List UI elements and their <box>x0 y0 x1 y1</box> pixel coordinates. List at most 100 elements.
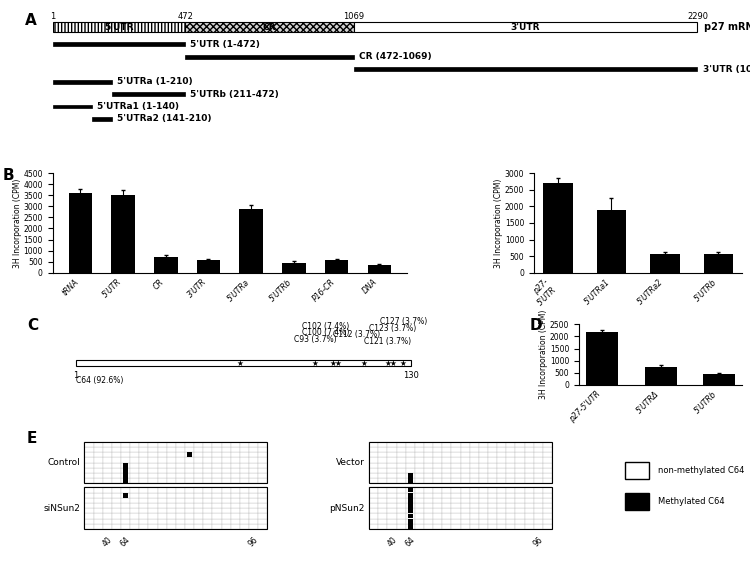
Text: siNSun2: siNSun2 <box>43 504 80 513</box>
Bar <box>158 508 166 513</box>
Bar <box>478 487 488 492</box>
Bar <box>433 468 442 473</box>
Bar <box>53 42 185 46</box>
Bar <box>194 468 203 473</box>
Bar <box>506 503 515 508</box>
Bar <box>524 462 534 468</box>
Bar <box>415 457 424 462</box>
Bar <box>524 503 534 508</box>
Bar <box>148 457 158 462</box>
Bar <box>397 442 406 447</box>
Bar <box>452 508 460 513</box>
Bar <box>497 498 506 503</box>
Bar <box>130 518 140 524</box>
Bar <box>203 487 212 492</box>
Text: 472: 472 <box>178 12 194 21</box>
Bar <box>231 473 240 478</box>
Bar <box>112 524 121 529</box>
Bar <box>378 492 388 498</box>
Bar <box>103 452 112 457</box>
Bar <box>488 473 497 478</box>
Text: C93 (3.7%): C93 (3.7%) <box>294 335 336 344</box>
Bar <box>148 478 158 483</box>
Bar <box>158 447 166 452</box>
Bar <box>515 442 524 447</box>
Bar <box>148 447 158 452</box>
Bar <box>258 478 267 483</box>
Bar <box>103 442 112 447</box>
Bar <box>85 487 94 492</box>
Bar <box>460 468 470 473</box>
Bar <box>68 193 92 272</box>
Bar <box>148 473 158 478</box>
Bar <box>524 498 534 503</box>
Bar <box>397 457 406 462</box>
Text: CR: CR <box>262 23 276 32</box>
Bar <box>470 513 478 518</box>
Bar <box>212 462 221 468</box>
Bar <box>397 524 406 529</box>
Bar <box>415 503 424 508</box>
Bar <box>488 513 497 518</box>
Bar <box>203 492 212 498</box>
Bar <box>282 263 305 272</box>
Bar <box>103 518 112 524</box>
Bar <box>433 513 442 518</box>
Bar <box>497 468 506 473</box>
Bar <box>388 473 397 478</box>
Bar <box>397 503 406 508</box>
Bar <box>452 498 460 503</box>
Bar <box>240 462 249 468</box>
Bar <box>249 487 258 492</box>
Bar <box>497 487 506 492</box>
Bar <box>166 518 176 524</box>
Bar <box>121 478 130 483</box>
Bar <box>470 462 478 468</box>
Bar <box>478 452 488 457</box>
Bar <box>221 487 231 492</box>
Bar <box>488 498 497 503</box>
Text: 64: 64 <box>404 535 417 548</box>
Bar <box>433 492 442 498</box>
Bar <box>497 447 506 452</box>
Text: 5'UTRa (1-210): 5'UTRa (1-210) <box>117 77 192 86</box>
Bar <box>478 468 488 473</box>
Bar <box>442 513 452 518</box>
Bar <box>488 447 497 452</box>
Bar <box>497 478 506 483</box>
Bar <box>231 468 240 473</box>
Bar <box>212 518 221 524</box>
Bar <box>185 492 194 498</box>
Bar <box>397 447 406 452</box>
Bar <box>221 518 231 524</box>
Bar <box>194 452 203 457</box>
Bar <box>176 473 185 478</box>
Bar <box>433 442 442 447</box>
Bar <box>415 508 424 513</box>
Bar <box>140 478 148 483</box>
Bar <box>185 23 353 32</box>
Bar <box>388 492 397 498</box>
Bar <box>406 462 415 468</box>
Bar <box>176 478 185 483</box>
Text: C123 (3.7%): C123 (3.7%) <box>369 324 416 333</box>
Bar <box>185 513 194 518</box>
Bar <box>103 492 112 498</box>
Bar <box>353 67 698 71</box>
Text: 5'UTRa2 (141-210): 5'UTRa2 (141-210) <box>117 114 212 124</box>
Bar <box>497 492 506 498</box>
Bar <box>369 487 378 492</box>
Bar <box>121 452 130 457</box>
Bar <box>94 524 103 529</box>
Bar <box>203 462 212 468</box>
Bar <box>166 492 176 498</box>
Bar <box>112 92 185 96</box>
Bar <box>378 462 388 468</box>
Text: 40: 40 <box>386 535 399 548</box>
Bar <box>460 473 470 478</box>
Bar <box>452 457 460 462</box>
Bar <box>123 473 128 478</box>
Bar <box>240 503 249 508</box>
Bar <box>240 524 249 529</box>
Bar <box>397 498 406 503</box>
